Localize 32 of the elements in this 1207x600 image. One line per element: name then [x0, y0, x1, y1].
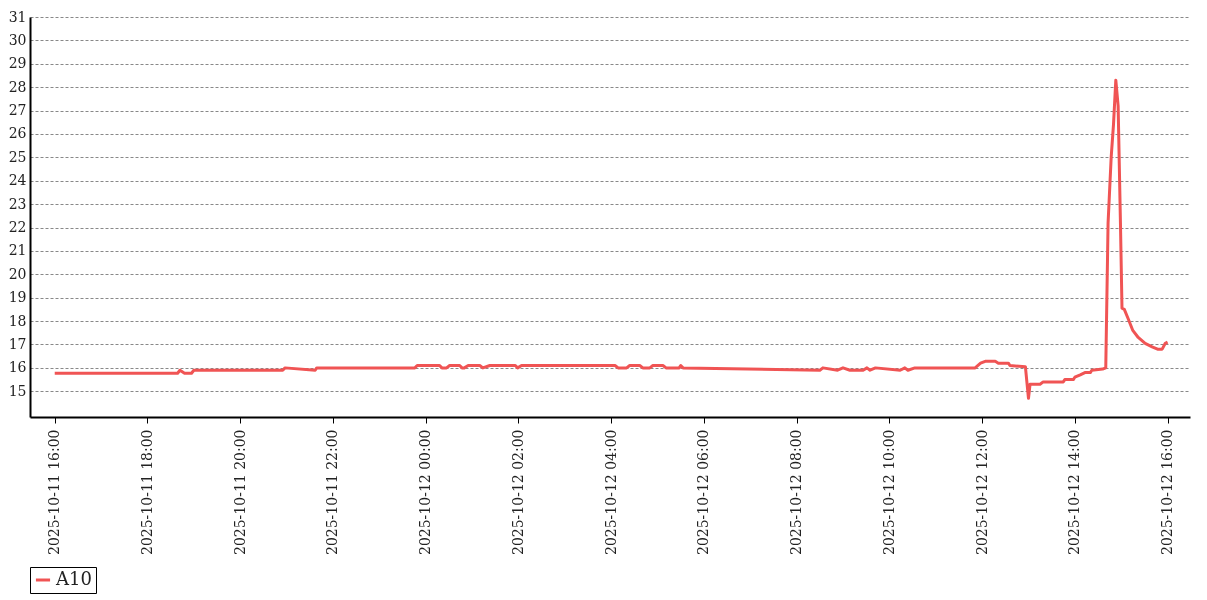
legend-label: A10: [55, 568, 92, 589]
y-tick-label: 20: [8, 265, 27, 282]
y-tick-label: 22: [8, 219, 27, 236]
x-tick-label: 2025-10-12 08:00: [788, 429, 805, 556]
x-tick-label: 2025-10-12 14:00: [1066, 429, 1083, 556]
x-tick-label: 2025-10-12 02:00: [509, 429, 526, 556]
y-tick-label: 18: [8, 312, 27, 329]
y-tick-label: 31: [8, 8, 27, 25]
x-tick-label: 2025-10-11 22:00: [324, 429, 341, 556]
x-tick-label: 2025-10-11 18:00: [138, 429, 155, 556]
x-tick-label: 2025-10-12 12:00: [973, 429, 990, 556]
y-tick-label: 16: [8, 359, 27, 376]
x-tick-label: 2025-10-12 06:00: [695, 429, 712, 556]
y-tick-label: 17: [8, 335, 27, 352]
y-tick-label: 29: [8, 55, 27, 72]
y-tick-label: 26: [8, 125, 27, 142]
x-tick-label: 2025-10-12 16:00: [1159, 429, 1176, 556]
y-tick-label: 21: [8, 242, 27, 259]
x-tick-label: 2025-10-12 00:00: [417, 429, 434, 556]
line-series: [53, 78, 1170, 400]
y-tick-label: 30: [8, 31, 27, 48]
y-tick-label: 23: [8, 195, 27, 212]
x-tick-label: 2025-10-12 10:00: [880, 429, 897, 556]
y-tick-label: 25: [8, 148, 27, 165]
y-tick-label: 19: [8, 289, 27, 306]
x-tick-label: 2025-10-11 16:00: [46, 429, 63, 556]
y-tick-label: 28: [8, 78, 27, 95]
y-tick-label: 24: [8, 172, 27, 189]
x-tick-label: 2025-10-11 20:00: [231, 429, 248, 556]
x-tick-label: 2025-10-12 04:00: [602, 429, 619, 556]
y-tick-label: 27: [8, 102, 27, 119]
y-tick-label: 15: [8, 382, 27, 399]
